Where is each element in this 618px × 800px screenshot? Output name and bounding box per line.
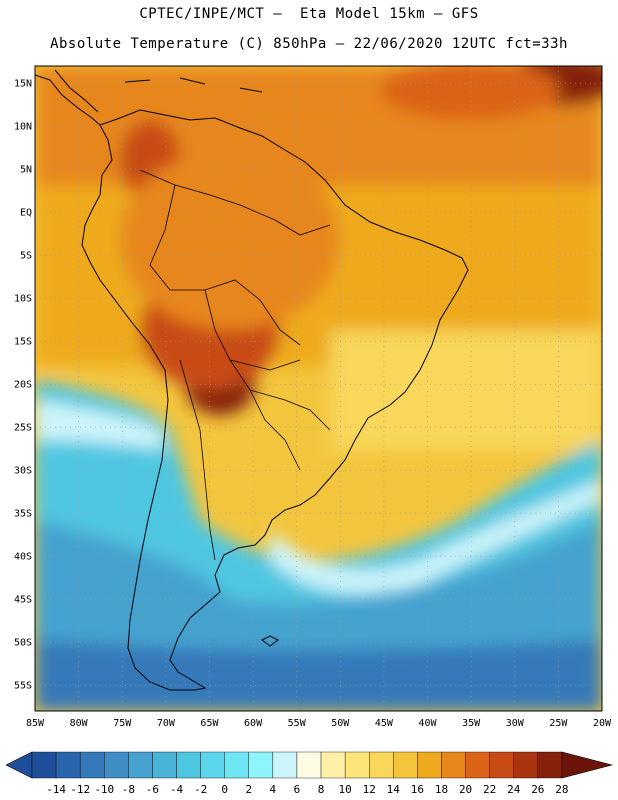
colorbar-box bbox=[224, 751, 249, 779]
chart-title: CPTEC/INPE/MCT – Eta Model 15km – GFS bbox=[139, 6, 479, 22]
central-america-coastline bbox=[35, 69, 101, 126]
lon-tick-label: 70W bbox=[157, 718, 176, 729]
lon-tick-label: 40W bbox=[419, 718, 438, 729]
colorbar-box bbox=[55, 751, 81, 779]
lat-tick-label: 30S bbox=[14, 466, 32, 477]
colorbar-tick-label: 22 bbox=[483, 783, 496, 796]
colorbar-box bbox=[176, 751, 201, 779]
colorbar-box bbox=[489, 751, 514, 779]
colorbar-low-arrow bbox=[5, 751, 33, 779]
falklands bbox=[261, 635, 279, 647]
colorbar-tick-label: 2 bbox=[245, 783, 252, 796]
colorbar-box bbox=[393, 751, 418, 779]
lat-tick-label: 5S bbox=[20, 251, 32, 262]
colorbar-box bbox=[320, 751, 346, 779]
lat-tick-label: 50S bbox=[14, 638, 32, 649]
colorbar-box bbox=[537, 751, 563, 779]
country-borders bbox=[139, 169, 331, 561]
colorbar-boxes bbox=[5, 751, 614, 779]
colorbar-tick-label: -4 bbox=[170, 783, 184, 796]
colorbar-box bbox=[152, 751, 177, 779]
colorbar-tick-label: 20 bbox=[459, 783, 472, 796]
lat-tick-label: 20S bbox=[14, 380, 32, 391]
colorbar-tick-label: -10 bbox=[94, 783, 114, 796]
lat-tick-label: 10S bbox=[14, 294, 32, 305]
lon-tick-label: 55W bbox=[288, 718, 307, 729]
lon-tick-label: 50W bbox=[331, 718, 350, 729]
lon-tick-label: 75W bbox=[113, 718, 132, 729]
colorbar-tick-label: 16 bbox=[411, 783, 424, 796]
lat-tick-label: 25S bbox=[14, 423, 32, 434]
colorbar-box bbox=[369, 751, 394, 779]
colorbar-tick-label: 28 bbox=[555, 783, 568, 796]
colorbar-tick-labels: -14 -12 -10 -8 -6 -4 -2 0 2 4 6 8 10 12 14 16 18 20 22 24 26… bbox=[46, 783, 568, 796]
field-coldest-south bbox=[35, 640, 602, 711]
colorbar-box bbox=[513, 751, 539, 779]
lat-tick-label: 35S bbox=[14, 509, 32, 520]
temperature-field bbox=[35, 66, 602, 711]
colorbar-box bbox=[272, 751, 298, 779]
colorbar-tick-label: 8 bbox=[318, 783, 325, 796]
south-america-coastline bbox=[81, 109, 469, 691]
colorbar-box bbox=[248, 751, 274, 779]
colorbar-tick-label: 0 bbox=[221, 783, 228, 796]
chart-subtitle: Absolute Temperature (C) 850hPa – 22/06/… bbox=[50, 36, 568, 52]
colorbar-tick-label: 12 bbox=[363, 783, 376, 796]
field-transition-east bbox=[270, 480, 602, 594]
lon-tick-label: 65W bbox=[200, 718, 219, 729]
colorbar-tick-label: 14 bbox=[387, 783, 401, 796]
colorbar-tick-label: -14 bbox=[46, 783, 66, 796]
field-yellow-east bbox=[330, 330, 602, 450]
lon-tick-label: 25W bbox=[549, 718, 568, 729]
colorbar-tick-label: 24 bbox=[507, 783, 521, 796]
colorbar-high-arrow bbox=[561, 751, 614, 779]
lat-tick-label: 15S bbox=[14, 337, 32, 348]
coastlines bbox=[35, 69, 469, 691]
colorbar-tick-label: -2 bbox=[194, 783, 207, 796]
field-transition-west bbox=[35, 400, 165, 450]
lon-tick-label: 30W bbox=[506, 718, 525, 729]
colorbar-box bbox=[200, 751, 225, 779]
lat-tick-label: 40S bbox=[14, 552, 32, 563]
map-frame bbox=[34, 65, 603, 712]
colorbar-box bbox=[465, 751, 490, 779]
longitude-labels: 85W 80W 75W 70W 65W 60W 55W 50W 45W 40W 35W 30W 25W 2… bbox=[26, 718, 612, 729]
colorbar-tick-label: 4 bbox=[270, 783, 277, 796]
colorbar-box bbox=[128, 751, 153, 779]
lon-tick-label: 60W bbox=[244, 718, 263, 729]
lon-tick-label: 80W bbox=[70, 718, 89, 729]
colorbar-tick-label: 6 bbox=[294, 783, 301, 796]
lat-tick-label: 45S bbox=[14, 595, 32, 606]
colorbar-tick-label: -6 bbox=[146, 783, 159, 796]
colorbar-box bbox=[296, 751, 322, 779]
colorbar-tick-label: 26 bbox=[531, 783, 544, 796]
colorbar-tick-label: -12 bbox=[70, 783, 90, 796]
latitude-labels: 15N 10N 5N EQ 5S 10S 15S 20S 25S 30S 35S 40S 45S 50S 5… bbox=[14, 79, 32, 692]
colorbar-box bbox=[31, 751, 57, 779]
colorbar-box bbox=[79, 751, 105, 779]
colorbar-box bbox=[417, 751, 442, 779]
colorbar-box bbox=[344, 751, 370, 779]
colorbar-tick-label: 18 bbox=[435, 783, 448, 796]
lon-tick-label: 35W bbox=[462, 718, 481, 729]
lat-tick-label: EQ bbox=[20, 208, 32, 219]
colorbar-box bbox=[441, 751, 466, 779]
lon-tick-label: 85W bbox=[26, 718, 45, 729]
lat-tick-label: 15N bbox=[14, 79, 32, 90]
colorbar-tick-label: 10 bbox=[339, 783, 352, 796]
lon-tick-label: 45W bbox=[375, 718, 394, 729]
lon-tick-label: 20W bbox=[593, 718, 612, 729]
colorbar-tick-label: -8 bbox=[122, 783, 135, 796]
border-lines bbox=[139, 169, 331, 561]
field-amazon bbox=[120, 150, 340, 330]
lat-tick-label: 10N bbox=[14, 122, 32, 133]
caribbean-islands bbox=[124, 77, 263, 93]
lat-tick-label: 5N bbox=[20, 165, 32, 176]
lat-tick-label: 55S bbox=[14, 681, 32, 692]
colorbar-box bbox=[104, 751, 129, 779]
